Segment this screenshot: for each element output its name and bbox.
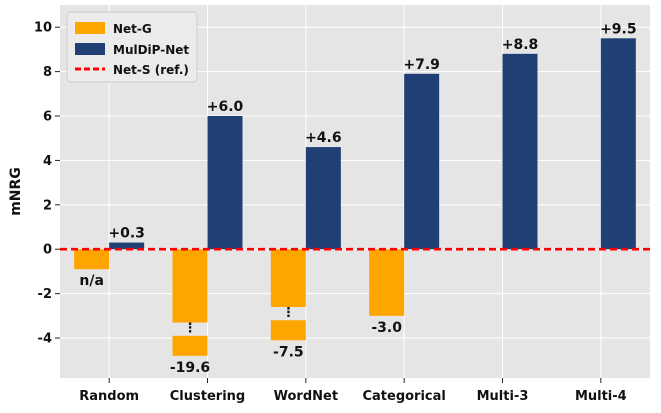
- x-tick-label-multi-3: Multi-3: [477, 389, 529, 404]
- y-tick-label-2: 2: [43, 198, 52, 213]
- bar-net-g-categorical: [369, 249, 405, 316]
- x-tick-label-multi-4: Multi-4: [575, 389, 627, 404]
- bar-net-g-wordnet-lower: [270, 320, 306, 341]
- value-label-net-g-random: n/a: [79, 273, 104, 289]
- x-tick-label-random: Random: [79, 389, 139, 404]
- bar-muldip-net-multi-3: [502, 53, 538, 250]
- x-axis: Random Clustering WordNet Categorical Multi-…: [79, 378, 627, 404]
- y-tick-label-4: 4: [43, 154, 52, 169]
- x-tick-label-categorical: Categorical: [362, 389, 445, 404]
- bar-muldip-net-wordnet: [305, 147, 341, 250]
- bar-break-marker: ⋮: [184, 321, 197, 336]
- value-label-muldip-net-multi-3: +8.8: [502, 37, 539, 53]
- legend-label-net-g: Net-G: [113, 22, 152, 36]
- y-tick-label-6: 6: [43, 110, 52, 125]
- bar-muldip-net-multi-4: [600, 38, 636, 250]
- bar-muldip-net-clustering: [207, 116, 243, 250]
- value-label-net-g-categorical: -3.0: [371, 320, 402, 336]
- bar-break-marker: ⋮: [282, 306, 295, 321]
- value-label-muldip-net-clustering: +6.0: [207, 99, 244, 115]
- legend-swatch-net-g: [75, 22, 105, 34]
- y-axis-label: mNRG: [8, 167, 24, 216]
- y-axis: mNRG -4 -2 0 2 4 6 8 10: [8, 21, 60, 347]
- bars: ⋮⋮: [74, 38, 636, 356]
- legend-label-net-s: Net-S (ref.): [113, 63, 189, 77]
- y-tick-label-8: 8: [43, 65, 52, 80]
- value-label-muldip-net-categorical: +7.9: [403, 57, 440, 73]
- value-labels: n/a +0.3 -19.6 +6.0 -7.5 +4.6 -3.0 +7.9 +8.8 +9.5: [79, 21, 636, 375]
- y-tick-label-0: 0: [43, 243, 52, 258]
- legend-swatch-muldip-net: [75, 43, 105, 55]
- bar-muldip-net-random: [109, 242, 145, 250]
- y-tick-label-4: -4: [38, 332, 52, 347]
- value-label-muldip-net-multi-4: +9.5: [600, 21, 637, 37]
- legend: Net-G MulDiP-Net Net-S (ref.): [66, 11, 198, 83]
- bar-net-g-clustering-lower: [172, 335, 208, 356]
- value-label-muldip-net-random: +0.3: [108, 226, 145, 242]
- bar-net-g-clustering-upper: [172, 249, 208, 323]
- bar-net-g-random: [74, 249, 110, 270]
- y-tick-label-10: 10: [34, 21, 52, 36]
- bar-muldip-net-categorical: [404, 73, 440, 250]
- x-tick-label-clustering: Clustering: [170, 389, 245, 404]
- y-tick-label-2: -2: [38, 287, 52, 302]
- value-label-net-g-wordnet: -7.5: [273, 344, 304, 360]
- x-tick-label-wordnet: WordNet: [274, 389, 338, 404]
- value-label-muldip-net-wordnet: +4.6: [305, 130, 342, 146]
- legend-label-muldip-net: MulDiP-Net: [113, 43, 189, 57]
- bar-net-g-wordnet-upper: [270, 249, 306, 307]
- value-label-net-g-clustering: -19.6: [170, 360, 210, 376]
